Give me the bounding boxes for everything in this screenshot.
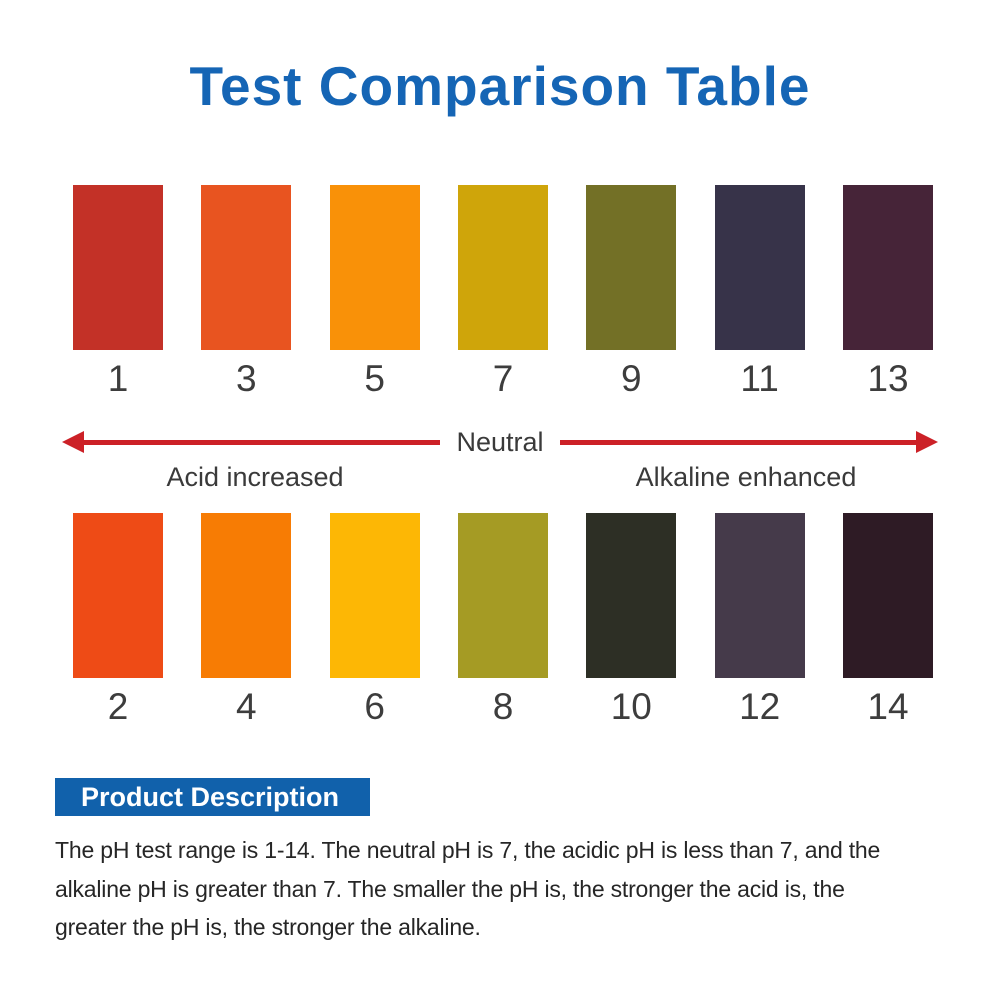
ph-number-label: 8 [492, 686, 514, 727]
acid-increased-label: Acid increased [166, 462, 344, 492]
ph-number-label: 2 [107, 686, 129, 727]
ph-color-swatch [842, 513, 933, 678]
arrow-line-left [84, 439, 441, 445]
ph-color-swatch [842, 185, 933, 350]
ph-number-label: 13 [867, 358, 909, 399]
arrow-right-icon [916, 431, 939, 453]
ph-cell: 5 [329, 185, 420, 400]
ph-color-swatch [714, 185, 805, 350]
ph-cell: 1 [73, 185, 163, 400]
ph-color-swatch [329, 185, 420, 350]
ph-cell: 14 [842, 513, 933, 728]
ph-number-label: 4 [236, 686, 257, 727]
arrow-left-icon [62, 431, 84, 453]
ph-color-swatch [714, 513, 805, 678]
ph-axis-arrow: Neutral [62, 426, 939, 457]
ph-row-even: 2 4 6 8 10 12 [73, 513, 933, 728]
ph-number-label: 10 [610, 686, 652, 727]
ph-color-swatch [201, 185, 292, 350]
ph-cell: 12 [714, 513, 805, 728]
ph-cell: 4 [201, 513, 292, 728]
ph-cell: 10 [586, 513, 677, 728]
ph-color-swatch [201, 513, 292, 678]
ph-color-swatch [329, 513, 420, 678]
arrow-line-right [559, 439, 917, 445]
ph-cell: 6 [329, 513, 420, 728]
ph-number-label: 12 [739, 686, 781, 727]
ph-number-label: 6 [364, 686, 385, 727]
ph-color-swatch [73, 513, 163, 678]
ph-cell: 8 [457, 513, 548, 728]
ph-number-label: 3 [236, 358, 257, 399]
product-description-banner: Product Description [55, 778, 370, 816]
ph-cell: 7 [457, 185, 548, 400]
ph-number-label: 11 [740, 358, 779, 399]
product-description-heading: Product Description [81, 781, 340, 812]
ph-row-odd: 1 3 5 7 9 11 [73, 185, 933, 400]
ph-number-label: 7 [492, 358, 514, 399]
ph-cell: 3 [201, 185, 292, 400]
ph-cell: 9 [586, 185, 677, 400]
page-title: Test Comparison Table [189, 55, 811, 117]
ph-number-label: 1 [107, 358, 129, 399]
ph-color-swatch [457, 513, 548, 678]
alkaline-enhanced-label: Alkaline enhanced [635, 462, 857, 492]
ph-color-swatch [586, 185, 677, 350]
product-description-text: The pH test range is 1-14. The neutral p… [55, 831, 945, 947]
ph-color-swatch [73, 185, 163, 350]
ph-number-label: 14 [867, 686, 909, 727]
neutral-label: Neutral [456, 426, 544, 457]
ph-number-label: 9 [621, 358, 642, 399]
ph-cell: 11 [714, 185, 805, 400]
ph-cell: 13 [842, 185, 933, 400]
ph-color-swatch [586, 513, 677, 678]
description-line: The pH test range is 1-14. The neutral p… [55, 837, 881, 863]
ph-color-swatch [457, 185, 548, 350]
description-line: alkaline pH is greater than 7. The small… [55, 875, 845, 902]
description-line: greater the pH is, the stronger the alka… [55, 914, 481, 940]
ph-cell: 2 [73, 513, 163, 728]
ph-number-label: 5 [364, 358, 385, 399]
